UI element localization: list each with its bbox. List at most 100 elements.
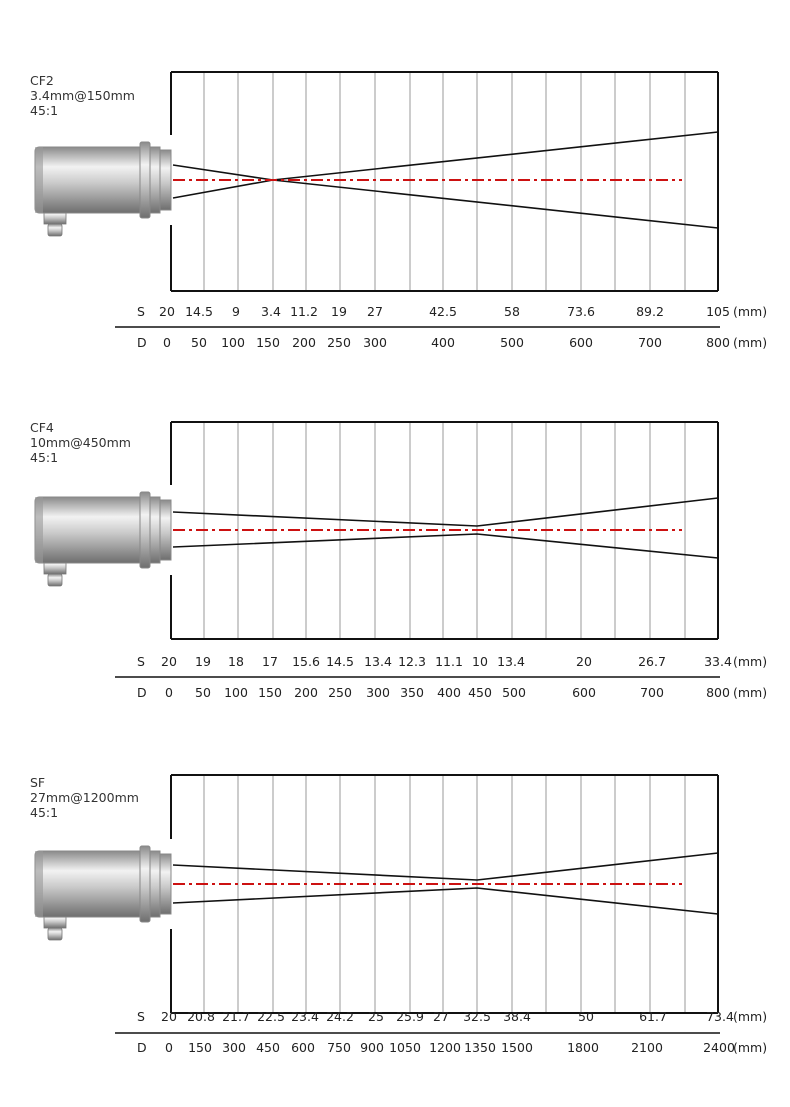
spot-size-value: 61.7 [639, 1009, 667, 1024]
spot-size-value: 22.5 [257, 1009, 285, 1024]
probe-lens-ring [159, 499, 172, 561]
distance-value: 400 [431, 335, 455, 350]
spot-size-value: 20 [576, 654, 592, 669]
model-name: CF2 [30, 73, 54, 88]
distance-value: 2400 [703, 1040, 735, 1055]
spot-size-value: 17 [262, 654, 278, 669]
spot-size-value: 20.8 [187, 1009, 215, 1024]
distance-value: 500 [502, 685, 526, 700]
distance-value: 500 [500, 335, 524, 350]
spot-size-value: 73.4 [706, 1009, 734, 1024]
distance-value: 800 [706, 335, 730, 350]
cf2-label-block: CF2 3.4mm@150mm 45:1 [30, 73, 135, 118]
distance-unit: (mm) [733, 685, 767, 700]
distance-value: 2100 [631, 1040, 663, 1055]
probe-body [34, 141, 172, 237]
distance-value: 200 [292, 335, 316, 350]
beam-upper-edge [172, 497, 719, 527]
spot-size-value: 50 [578, 1009, 594, 1024]
spot-size-value: 3.4 [261, 304, 281, 319]
distance-value: 750 [327, 1040, 351, 1055]
distance-value: 0 [165, 685, 173, 700]
spot-size-unit: (mm) [733, 1009, 767, 1024]
distance-ratio: 45:1 [30, 450, 59, 465]
spot-spec: 27mm@1200mm [30, 790, 139, 805]
beam-upper-edge [172, 852, 719, 881]
probe-ring [149, 496, 161, 564]
spot-size-value: 25 [368, 1009, 384, 1024]
distance-value: 1800 [567, 1040, 599, 1055]
distance-value: 600 [291, 1040, 315, 1055]
connector-cap [47, 223, 63, 237]
distance-value: 0 [163, 335, 171, 350]
distance-value: 900 [360, 1040, 384, 1055]
cf4-panel: CF4 10mm@450mm 45:1 S 20 19 18 17 15.6 14.5 13.… [0, 370, 790, 720]
distance-value: 700 [638, 335, 662, 350]
distance-row-letter: D [137, 335, 147, 350]
distance-value: 50 [191, 335, 207, 350]
probe-ring [139, 845, 151, 923]
cf4-diagram: S 20 19 18 17 15.6 14.5 13.4 12.3 11.1 10 13.4 20 26.… [34, 421, 767, 700]
spot-size-value: 24.2 [326, 1009, 354, 1024]
spot-size-value: 13.4 [364, 654, 392, 669]
distance-value: 700 [640, 685, 664, 700]
distance-ratio: 45:1 [30, 103, 59, 118]
spot-size-unit: (mm) [733, 654, 767, 669]
spot-size-value: 19 [331, 304, 347, 319]
spot-size-value: 21.7 [222, 1009, 250, 1024]
distance-value: 450 [256, 1040, 280, 1055]
distance-value: 250 [327, 335, 351, 350]
spot-size-value: 25.9 [396, 1009, 424, 1024]
spot-size-value: 15.6 [292, 654, 320, 669]
cf2-panel: CF2 3.4mm@150mm 45:1 S 20 14.5 9 3.4 11.2 19 27… [0, 0, 790, 370]
distance-value: 300 [366, 685, 390, 700]
distance-ratio: 45:1 [30, 805, 59, 820]
spot-size-value: 9 [232, 304, 240, 319]
distance-unit: (mm) [733, 1040, 767, 1055]
spot-size-value: 27 [367, 304, 383, 319]
distance-value: 150 [188, 1040, 212, 1055]
cf2-diagram: S 20 14.5 9 3.4 11.2 19 27 42.5 58 73.6 89.2 105 (mm)… [34, 71, 767, 350]
spot-size-value: 42.5 [429, 304, 457, 319]
probe-lens-ring [159, 149, 172, 211]
probe-body [34, 491, 172, 587]
spot-size-value: 38.4 [503, 1009, 531, 1024]
distance-value: 250 [328, 685, 352, 700]
spot-size-value: 73.6 [567, 304, 595, 319]
probe-ring [149, 850, 161, 918]
probe-endcap [35, 147, 43, 213]
probe-lens-ring [159, 853, 172, 915]
distance-value: 200 [294, 685, 318, 700]
probe-ring [139, 141, 151, 219]
spot-size-value: 13.4 [497, 654, 525, 669]
distance-row-letter: D [137, 1040, 147, 1055]
spot-size-value: 19 [195, 654, 211, 669]
sf-panel: SF 27mm@1200mm 45:1 S 20 20.8 21.7 22.5 23.4 2… [0, 720, 790, 1107]
spot-size-value: 33.4 [704, 654, 732, 669]
spot-size-value: 27 [433, 1009, 449, 1024]
spot-size-value: 20 [161, 1009, 177, 1024]
sf-label-block: SF 27mm@1200mm 45:1 [30, 775, 139, 820]
beam-lower-edge [172, 179, 719, 229]
spot-size-unit: (mm) [733, 304, 767, 319]
spot-size-row-letter: S [137, 1009, 145, 1024]
spot-size-value: 105 [706, 304, 730, 319]
distance-value: 1050 [389, 1040, 421, 1055]
spot-size-value: 18 [228, 654, 244, 669]
spot-size-value: 26.7 [638, 654, 666, 669]
cf4-label-block: CF4 10mm@450mm 45:1 [30, 420, 131, 465]
spot-size-value: 14.5 [185, 304, 213, 319]
spot-size-value: 20 [159, 304, 175, 319]
distance-value: 600 [572, 685, 596, 700]
spot-size-value: 11.2 [290, 304, 318, 319]
spot-size-value: 14.5 [326, 654, 354, 669]
spot-size-value: 89.2 [636, 304, 664, 319]
distance-value: 150 [256, 335, 280, 350]
spot-spec: 10mm@450mm [30, 435, 131, 450]
distance-unit: (mm) [733, 335, 767, 350]
distance-value: 400 [437, 685, 461, 700]
probe-barrel [34, 146, 144, 214]
probe-barrel [34, 850, 144, 918]
spot-spec: 3.4mm@150mm [30, 88, 135, 103]
model-name: SF [30, 775, 46, 790]
